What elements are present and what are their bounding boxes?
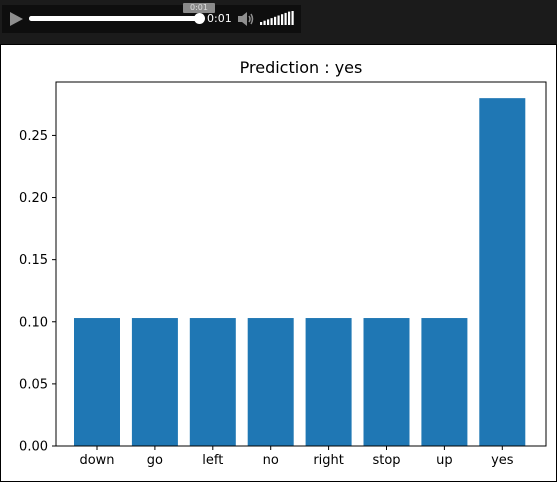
volume-level-bar [263,20,266,25]
bar-right [305,318,352,446]
seek-bar-progress [29,16,201,21]
bar-down [74,318,120,446]
x-tick-label: go [147,453,163,468]
y-tick-label: 0.15 [19,253,48,268]
time-tooltip: 0:01 [183,3,215,13]
y-tick-label: 0.20 [19,191,48,206]
bar-no [247,318,294,446]
bar-yes [479,98,526,446]
plot-frame [55,81,547,447]
x-tick-label: left [202,453,223,468]
x-tick-label: stop [372,453,400,468]
bar-stop [363,318,410,446]
current-time: 0:01 [207,12,232,25]
volume-level-bar [284,12,287,25]
volume-level-bar [274,16,277,25]
play-icon[interactable] [8,11,24,27]
y-tick-label: 0.00 [19,440,48,455]
volume-level-bar [260,22,263,25]
volume-slider[interactable] [260,11,296,27]
bar-go [131,318,178,446]
y-tick-label: 0.25 [19,129,48,144]
audio-player[interactable]: 0:01 0:01 [2,3,301,33]
volume-icon[interactable] [237,11,255,27]
x-tick-label: up [436,453,453,468]
seek-bar[interactable] [29,16,201,21]
seek-thumb[interactable] [194,13,205,24]
bar-left [189,318,236,446]
bar-up [421,318,468,446]
y-tick-label: 0.10 [19,315,48,330]
x-tick-label: no [263,453,279,468]
x-tick-label: yes [491,453,514,468]
x-tick-label: down [79,453,114,468]
chart-title: Prediction : yes [240,58,363,77]
volume-level-bar [288,11,291,25]
bar-chart: Prediction : yes down go left no right stop up y… [19,58,547,468]
volume-level-bar [291,11,294,25]
volume-level-bar [267,19,270,25]
volume-level-bar [270,18,273,25]
volume-level-bar [277,15,280,25]
x-tick-label: right [313,453,344,468]
volume-level-bar [281,14,284,25]
figure: Prediction : yes down go left no right stop up y… [0,44,557,482]
y-tick-label: 0.05 [19,377,48,392]
